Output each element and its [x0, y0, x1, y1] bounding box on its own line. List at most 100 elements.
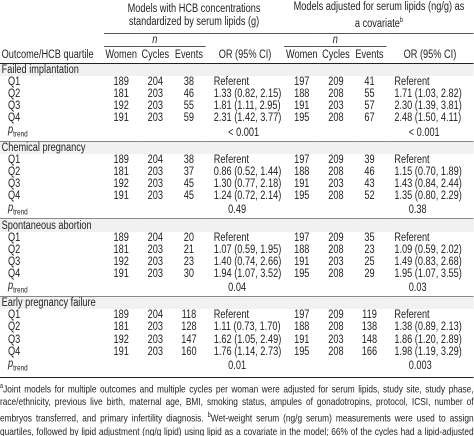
- p-trend-row: ptrend 0.49 0.38: [0, 202, 474, 219]
- cell: 21: [183, 243, 195, 256]
- blank: [104, 280, 206, 297]
- blank: [0, 33, 104, 46]
- cell: 204: [147, 309, 163, 322]
- cell: 118: [181, 309, 197, 322]
- cell: 128: [181, 321, 197, 334]
- group-text: Models adjusted for serum lipids (ng/g) …: [293, 1, 465, 30]
- cell: 209: [328, 153, 344, 166]
- cell: 1.49 (0.83, 2.68): [394, 255, 462, 268]
- cell: 1.15 (0.70, 1.89): [394, 165, 462, 178]
- cell: 197: [294, 231, 310, 244]
- cell: 191: [113, 112, 129, 125]
- cell: 46: [183, 88, 195, 101]
- cell: 188: [294, 165, 310, 178]
- cell: 1.76 (1.14, 2.73): [213, 345, 282, 358]
- cell: 195: [294, 267, 310, 280]
- data-row: Q4 191 203 59 2.31 (1.42, 3.77) 195 208 67 2.48 …: [0, 112, 474, 124]
- column-header: Events: [172, 46, 206, 64]
- cell: Referent: [394, 309, 430, 322]
- data-row: Q1 189 204 118 Referent 197 209 119 Referent: [0, 309, 474, 321]
- cell: 23: [364, 243, 375, 256]
- data-row: Q4 191 203 30 1.94 (1.07, 3.52) 195 208 29 1.95 …: [0, 268, 474, 280]
- p-trend-value: 0.04: [228, 282, 247, 295]
- cell: 203: [147, 190, 163, 203]
- cell: 38: [183, 153, 195, 166]
- cell: 67: [364, 112, 375, 125]
- cell: 1.33 (0.82, 2.15): [213, 88, 282, 101]
- cell: 0.86 (0.52, 1.44): [213, 165, 282, 178]
- data-row: Q1 189 204 38 Referent 197 209 41 Referent: [0, 76, 474, 88]
- cell: Referent: [213, 153, 250, 166]
- cell: 208: [328, 345, 344, 358]
- cell: 39: [364, 153, 375, 166]
- cell: Referent: [394, 153, 430, 166]
- column-header: Events: [352, 46, 387, 64]
- cell: 55: [364, 88, 375, 101]
- blank: [104, 124, 206, 141]
- cell: 1.07 (0.59, 1.95): [213, 243, 282, 256]
- cell: 45: [183, 178, 195, 191]
- cell: 189: [113, 76, 129, 89]
- blank: [104, 202, 206, 219]
- data-row: Q2 181 203 128 1.11 (0.73, 1.70) 188 208 138 1.3…: [0, 321, 474, 333]
- group-header: Models adjusted for serum lipids (ng/g) …: [284, 0, 474, 34]
- footnote-mark: a: [0, 382, 4, 390]
- row-label: Q2: [8, 243, 21, 256]
- cell: 188: [294, 243, 310, 256]
- blank: [284, 202, 386, 219]
- row-label: Q3: [8, 178, 21, 191]
- cell: 208: [328, 165, 344, 178]
- cell: 208: [328, 243, 344, 256]
- header-row: Models with HCB concentrations standardi…: [0, 0, 474, 34]
- p-sub: trend: [13, 207, 28, 217]
- data-row: Q1 189 204 38 Referent 197 209 39 Referent: [0, 154, 474, 166]
- section-row: Failed implantation: [0, 62, 474, 77]
- cell: 189: [113, 231, 129, 244]
- cell: 1.40 (0.74, 2.66): [213, 255, 282, 268]
- cell: 2.31 (1.42, 3.77): [213, 112, 282, 125]
- cell: 189: [113, 309, 129, 322]
- cell: 37: [183, 165, 195, 178]
- cell: 25: [364, 255, 375, 268]
- cell: 195: [294, 112, 310, 125]
- cell: 1.86 (1.20, 2.89): [394, 333, 462, 346]
- cell: 1.38 (0.89, 2.13): [394, 321, 462, 334]
- cell: 147: [181, 333, 197, 346]
- cell: 191: [294, 178, 310, 191]
- cell: 1.09 (0.59, 2.02): [394, 243, 462, 256]
- cell: 191: [294, 333, 310, 346]
- cell: 191: [113, 190, 129, 203]
- cell: 52: [364, 190, 375, 203]
- cell: 203: [147, 243, 163, 256]
- cell: 192: [113, 178, 129, 191]
- cell: 1.24 (0.72, 2.14): [213, 190, 282, 203]
- p-trend-label: ptrend: [0, 202, 104, 219]
- cell: 57: [364, 100, 375, 113]
- cell: 208: [328, 88, 344, 101]
- p-trend-label: ptrend: [0, 124, 104, 141]
- cell: 20: [183, 231, 195, 244]
- row-label: Q4: [8, 267, 21, 280]
- cell: 166: [361, 345, 378, 358]
- blank: [206, 33, 285, 46]
- cell: 203: [147, 100, 163, 113]
- cell: 1.95 (1.07, 3.55): [394, 267, 462, 280]
- cell: 191: [294, 255, 310, 268]
- cell: 197: [294, 76, 310, 89]
- cell: 204: [147, 76, 163, 89]
- cell: 209: [328, 76, 344, 89]
- column-header: Cycles: [319, 46, 353, 64]
- cell: 208: [328, 267, 344, 280]
- cell: 203: [328, 178, 344, 191]
- cell: 203: [147, 255, 163, 268]
- p: p: [8, 202, 14, 215]
- cell: 203: [328, 100, 344, 113]
- cell: 148: [361, 333, 378, 346]
- p-trend-row: ptrend < 0.001 < 0.001: [0, 124, 474, 141]
- p-trend-value: < 0.001: [228, 126, 260, 139]
- blank: [104, 358, 206, 374]
- blank: [386, 33, 473, 46]
- cell: 203: [328, 255, 344, 268]
- cell: 43: [364, 178, 375, 191]
- cell: 203: [147, 112, 163, 125]
